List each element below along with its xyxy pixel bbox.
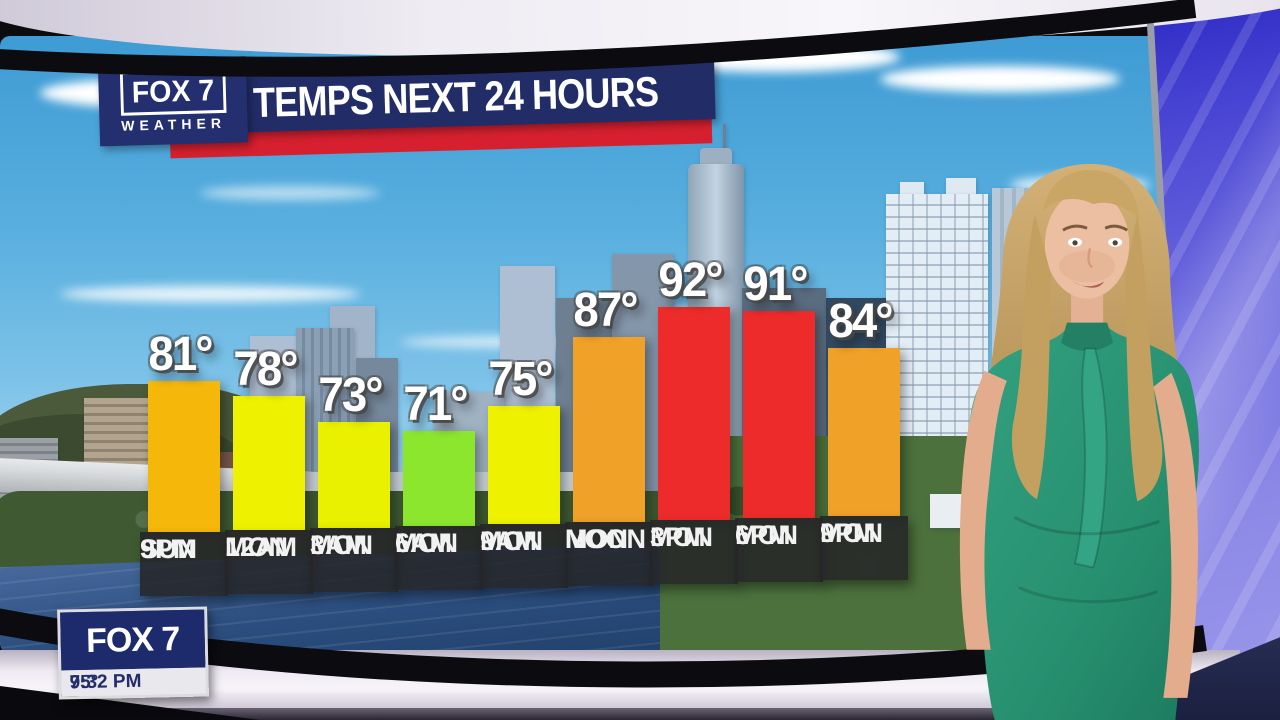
temp-bar (658, 307, 730, 520)
tick-time: 6AM (395, 528, 453, 558)
temps-chart: 81° 9PM SUN 78° 12AM MON 73° 3AM MON 71°… (0, 36, 1158, 656)
tick-time: 3AM (310, 530, 368, 560)
tick-day: MON (395, 528, 458, 558)
eyebrow (1104, 224, 1129, 232)
time-tick: 9AM MON (480, 524, 568, 588)
temp-value-label: 87° (573, 284, 638, 337)
nose (1087, 247, 1093, 269)
tower-cap (700, 148, 732, 166)
video-wall: TEMPS NEXT 24 HOURS FOX 7 WEATHER 81° 9P… (0, 36, 1158, 656)
dress-fold (1014, 515, 1160, 536)
temp-value-label: 75° (488, 353, 553, 406)
tick-day: SUN (140, 534, 198, 564)
tick-time: 9PM (140, 534, 196, 564)
temp-bar (573, 337, 645, 522)
temp-bar (488, 406, 560, 524)
dress-collar (1060, 322, 1114, 351)
temp-bar (403, 431, 475, 526)
cloud (200, 186, 380, 200)
floor-edge (0, 708, 1280, 720)
temp-value-label: 73° (318, 369, 383, 422)
tick-day: MON (480, 526, 543, 556)
temp-bar (318, 422, 390, 528)
bug-info-strip: 9:32 PM 75° (61, 667, 206, 697)
temp-value-label: 91° (743, 258, 808, 311)
temp-value-label: 84° (828, 295, 893, 348)
face (1044, 190, 1130, 299)
tick-time: 9AM (480, 526, 538, 556)
time-tick: 3PM MON (650, 520, 738, 584)
tick-day: MON (650, 522, 713, 552)
left-arm (959, 370, 1007, 650)
temp-bar (828, 348, 900, 516)
time-tick: 6AM MON (395, 526, 483, 590)
eyebrow (1062, 224, 1088, 232)
time-tick: NOON MON (565, 522, 653, 586)
tick-time: 3PM (650, 522, 706, 552)
temp-value-label: 81° (148, 328, 213, 381)
tick-day: MON (820, 518, 883, 548)
temp-value-label: 92° (658, 254, 723, 307)
time-tick: 6PM MON (735, 518, 823, 582)
iris (1072, 240, 1078, 246)
dress-sash (1073, 347, 1108, 569)
hair-side (1011, 214, 1051, 500)
iris (1112, 240, 1118, 246)
tick-time: 6PM (735, 520, 791, 550)
tick-day: MON (565, 524, 628, 554)
cloud (60, 286, 360, 302)
tick-time: 9PM (820, 518, 876, 548)
time-tick: 12AM MON (225, 530, 313, 594)
weather-presenter (959, 163, 1199, 720)
tick-day: MON (735, 520, 798, 550)
mouth (1071, 280, 1105, 288)
bug-station-name: FOX 7 (60, 609, 206, 671)
time-tick: 9PM SUN (140, 532, 228, 596)
temp-value-label: 71° (403, 378, 468, 431)
temp-bar (148, 381, 220, 532)
bug-temp: 75° (69, 671, 99, 694)
temp-bar (743, 311, 815, 518)
time-tick: 3AM MON (310, 528, 398, 592)
tick-time: 12AM (225, 532, 298, 562)
temp-value-label: 78° (233, 343, 298, 396)
tick-day: MON (310, 530, 373, 560)
fox7-bug: FOX 7 9:32 PM 75° (57, 606, 209, 700)
temp-bar (233, 396, 305, 530)
hair-front (1042, 170, 1140, 219)
tick-day: MON (225, 532, 288, 562)
tower-spire (723, 124, 726, 154)
time-tick: 9PM MON (820, 516, 908, 580)
dress-fold (1018, 586, 1158, 604)
cheek-shade (1058, 250, 1116, 283)
building-parapet (946, 178, 976, 196)
building-parapet (900, 182, 924, 196)
tick-time: NOON (565, 524, 646, 554)
